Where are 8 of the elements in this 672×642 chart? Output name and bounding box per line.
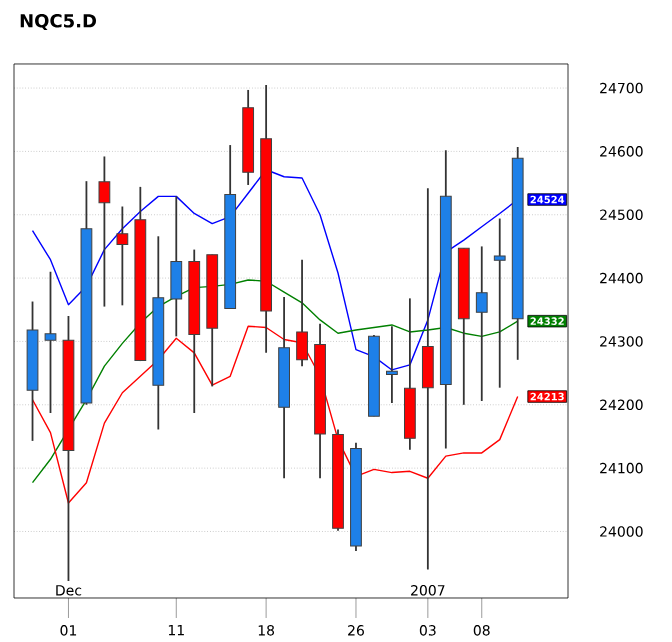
candlestick: [386, 325, 398, 404]
candlestick: [116, 205, 129, 307]
candlestick: [493, 217, 506, 389]
candlestick: [98, 155, 111, 308]
candlestick: [475, 245, 488, 402]
candlestick: [170, 195, 183, 338]
chart-title: NQC5.D: [20, 13, 97, 30]
candlestick: [44, 270, 57, 414]
